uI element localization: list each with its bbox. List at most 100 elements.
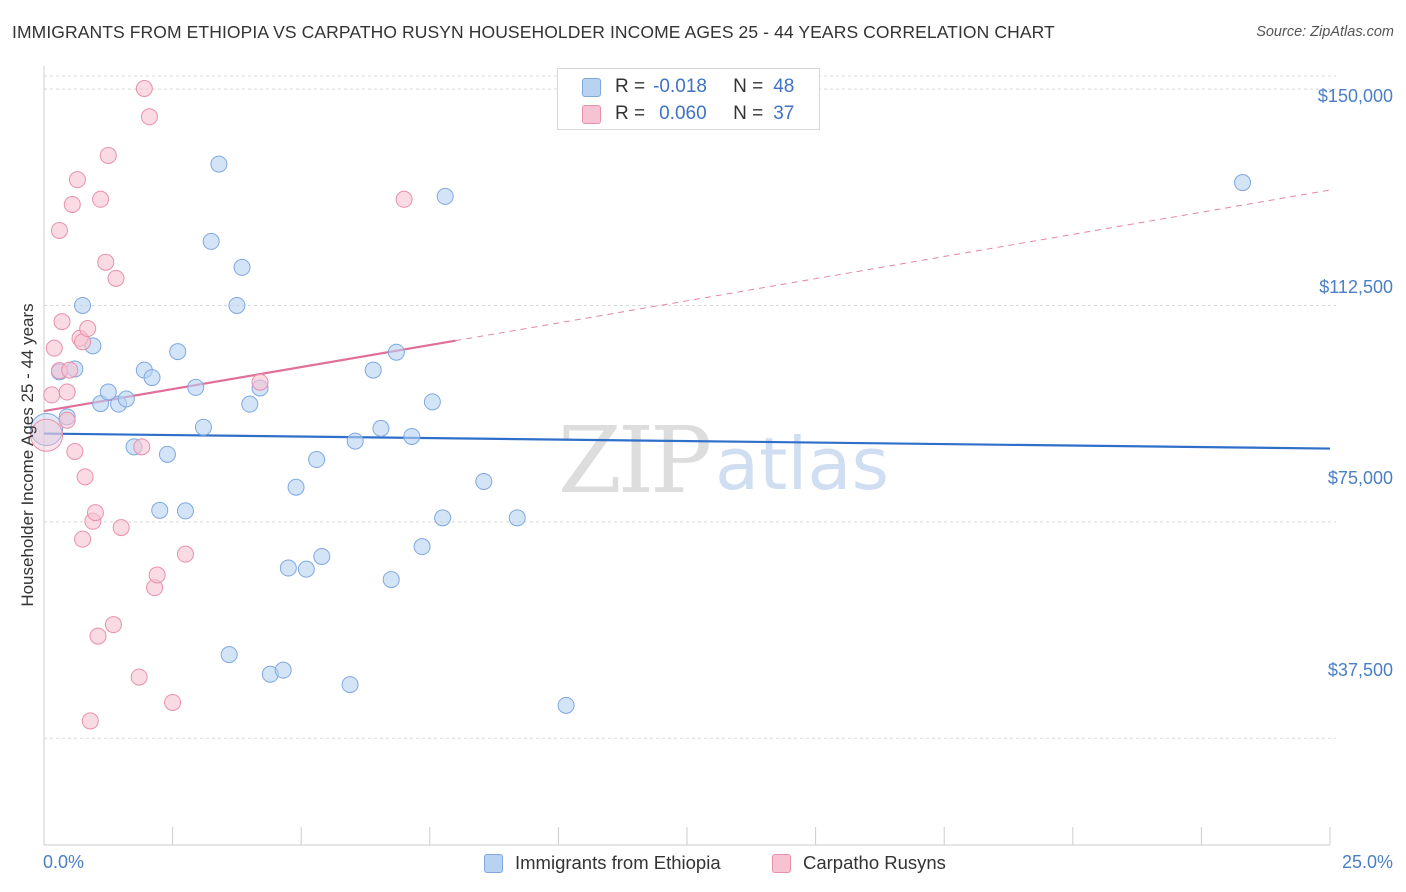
y-axis-label: Householder Income Ages 25 - 44 years <box>18 303 37 607</box>
data-point-ethiopia <box>287 478 305 496</box>
data-point-ethiopia <box>74 296 92 314</box>
legend-r-value: -0.018 <box>653 76 707 97</box>
legend-r-label: R = <box>615 103 646 124</box>
data-point-ethiopia <box>313 547 331 565</box>
data-point-ethiopia <box>434 509 452 527</box>
data-point-ethiopia <box>233 258 251 276</box>
data-point-rusyn <box>97 253 115 271</box>
data-point-ethiopia <box>403 427 421 445</box>
data-point-ethiopia <box>117 390 135 408</box>
data-point-rusyn <box>50 221 68 239</box>
data-point-rusyn <box>89 627 107 645</box>
data-point-rusyn <box>140 108 158 126</box>
bottom-legend-label-rusyn: Carpatho Rusyns <box>803 852 946 873</box>
legend-r-label: R = <box>615 76 646 97</box>
data-point-ethiopia <box>364 361 382 379</box>
data-point-ethiopia <box>557 696 575 714</box>
data-point-rusyn <box>76 468 94 486</box>
legend-n-label: N = <box>733 103 764 124</box>
data-point-rusyn <box>53 313 71 331</box>
data-point-rusyn <box>92 190 110 208</box>
bottom-legend-label-ethiopia: Immigrants from Ethiopia <box>515 852 721 873</box>
data-point-rusyn <box>58 383 76 401</box>
data-point-rusyn <box>133 438 151 456</box>
data-point-ethiopia <box>143 369 161 387</box>
data-point-ethiopia <box>99 383 117 401</box>
data-point-ethiopia <box>382 571 400 589</box>
data-points <box>30 80 1252 730</box>
data-point-ethiopia <box>274 661 292 679</box>
data-point-rusyn <box>176 545 194 563</box>
data-point-rusyn <box>86 504 104 522</box>
data-point-ethiopia <box>241 395 259 413</box>
data-point-rusyn <box>81 712 99 730</box>
bottom-legend-ethiopia: Immigrants from Ethiopia <box>484 852 721 874</box>
gridlines <box>44 75 1336 739</box>
data-point-ethiopia <box>279 559 297 577</box>
data-point-rusyn <box>107 269 125 287</box>
data-point-rusyn <box>66 442 84 460</box>
data-point-rusyn <box>58 411 76 429</box>
data-point-ethiopia <box>220 646 238 664</box>
axes <box>43 66 1331 846</box>
data-point-rusyn <box>395 190 413 208</box>
chart-title: IMMIGRANTS FROM ETHIOPIA VS CARPATHO RUS… <box>12 22 1055 42</box>
bottom-legend-swatch-rusyn <box>772 853 791 873</box>
data-point-ethiopia <box>341 676 359 694</box>
data-point-ethiopia <box>508 509 526 527</box>
bottom-legend-rusyn: Carpatho Rusyns <box>772 852 946 874</box>
trend-line-extension-rusyn <box>455 189 1331 342</box>
y-tick-label-112500: $112,500 <box>1319 277 1393 297</box>
trend-line-ethiopia <box>43 432 1331 450</box>
data-point-rusyn <box>251 373 269 391</box>
data-point-ethiopia <box>202 232 220 250</box>
data-point-rusyn <box>43 386 61 404</box>
data-point-ethiopia <box>176 502 194 520</box>
data-point-ethiopia <box>194 418 212 436</box>
legend-n-value: 37 <box>773 103 795 124</box>
chart-source: Source: ZipAtlas.com <box>1256 24 1394 40</box>
x-tick-label-min: 0.0% <box>43 852 85 872</box>
data-point-ethiopia <box>436 187 454 205</box>
data-point-rusyn <box>30 418 64 452</box>
y-tick-label-37500: $37,500 <box>1327 660 1393 680</box>
data-point-rusyn <box>112 519 130 537</box>
bottom-legend-swatch-ethiopia <box>484 853 503 873</box>
data-point-ethiopia <box>413 538 431 556</box>
data-point-ethiopia <box>308 451 326 469</box>
y-tick-label-150000: $150,000 <box>1317 86 1393 106</box>
data-point-ethiopia <box>423 393 441 411</box>
data-point-ethiopia <box>346 432 364 450</box>
data-point-ethiopia <box>187 378 205 396</box>
watermark-atlas: atlas <box>715 422 889 506</box>
legend-n-value: 48 <box>773 76 795 97</box>
legend-row-ethiopia: R = -0.018 N = 48 <box>582 75 794 99</box>
y-tick-label-75000: $75,000 <box>1327 468 1393 488</box>
data-point-rusyn <box>99 146 117 164</box>
legend-row-rusyn: R = 0.060 N = 37 <box>582 102 794 126</box>
legend-n-label: N = <box>733 76 764 97</box>
data-point-rusyn <box>63 195 81 213</box>
legend-swatch-rusyn <box>582 104 601 124</box>
data-point-ethiopia <box>372 419 390 437</box>
data-point-rusyn <box>164 693 182 711</box>
data-point-rusyn <box>61 361 79 379</box>
data-point-rusyn <box>135 80 153 98</box>
data-point-ethiopia <box>210 155 228 173</box>
data-point-ethiopia <box>228 296 246 314</box>
correlation-legend: R = -0.018 N = 48 R = 0.060 N = 37 <box>557 68 820 130</box>
watermark: ZIP atlas <box>558 407 889 514</box>
data-point-ethiopia <box>475 472 493 490</box>
x-tick-label-max: 25.0% <box>1341 852 1393 872</box>
legend-swatch-ethiopia <box>582 77 601 97</box>
data-point-ethiopia <box>297 560 315 578</box>
legend-r-value: 0.060 <box>659 103 707 124</box>
watermark-zip: ZIP <box>558 407 709 514</box>
data-point-ethiopia <box>387 343 405 361</box>
data-point-rusyn <box>74 530 92 548</box>
data-point-rusyn <box>45 339 63 357</box>
data-point-rusyn <box>130 668 148 686</box>
data-point-rusyn <box>68 171 86 189</box>
data-point-rusyn <box>104 616 122 634</box>
